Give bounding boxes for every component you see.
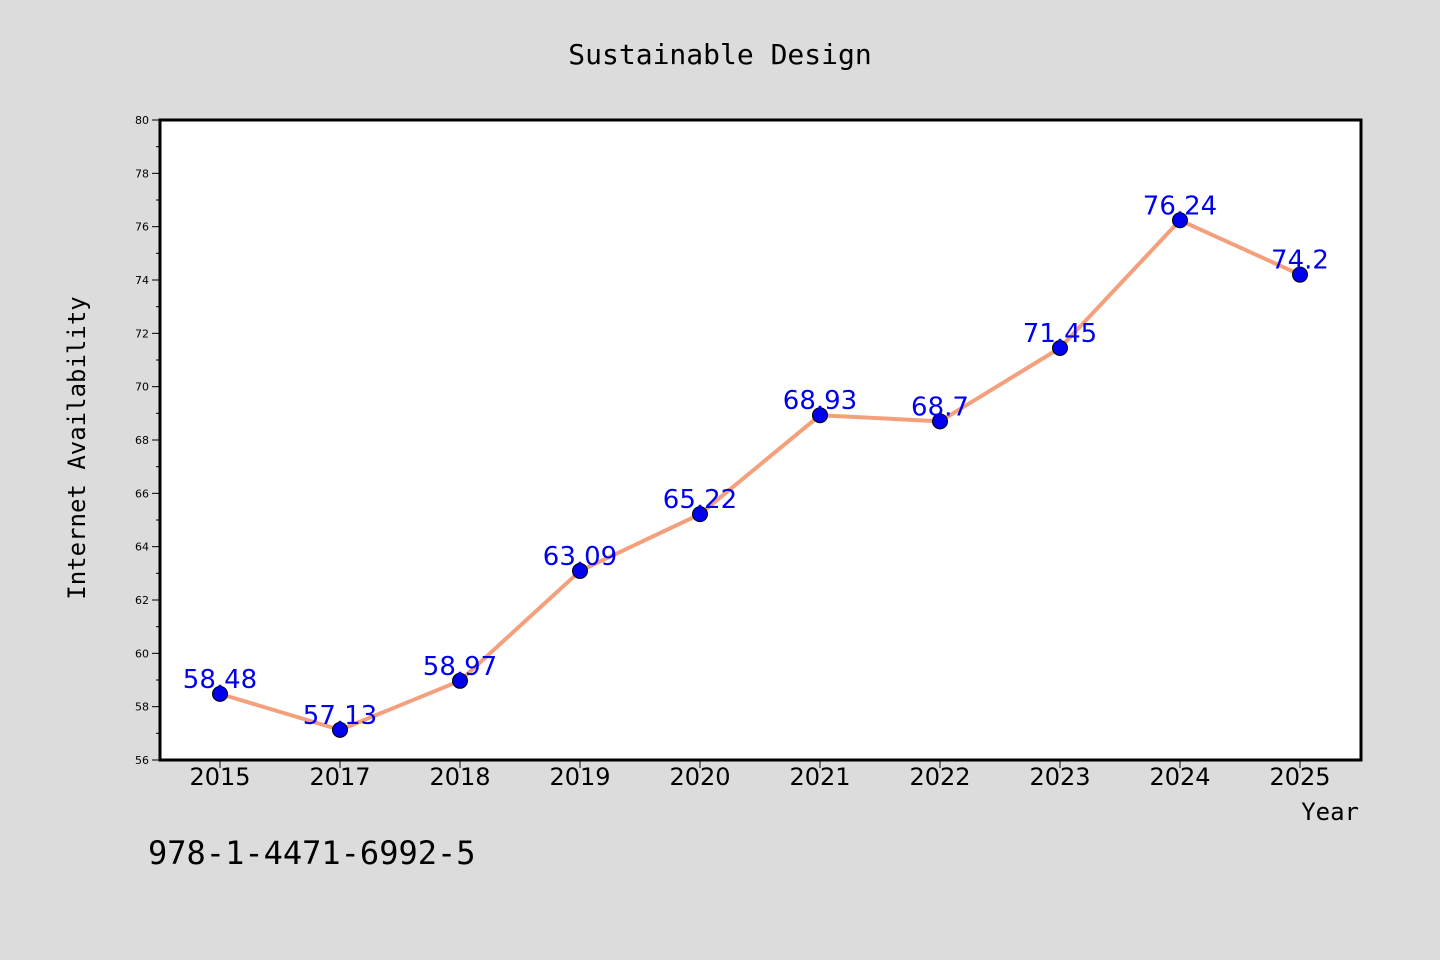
series-line (219, 218, 1301, 732)
y-tick-label: 56 (135, 754, 149, 767)
data-label: 68.7 (911, 392, 969, 422)
data-point (692, 506, 708, 523)
y-axis: 56 58 60 62 64 66 68 70 72 74 76 78 80 (135, 114, 160, 767)
y-tick-label: 78 (135, 167, 149, 180)
data-label: 68.93 (783, 386, 857, 416)
data-labels: 58.48 57.13 58.97 63.09 65.22 68.93 68.7 71.45 7… (183, 191, 1329, 731)
data-label: 76.24 (1143, 191, 1217, 221)
data-point (812, 407, 828, 424)
data-point (1172, 212, 1188, 229)
data-label: 63.09 (543, 542, 617, 572)
data-label: 71.45 (1023, 319, 1097, 349)
data-label: 58.97 (423, 652, 497, 682)
x-tick-label: 2024 (1149, 763, 1210, 791)
y-tick-label: 68 (135, 434, 149, 447)
x-tick-label: 2015 (189, 763, 250, 791)
y-tick-label: 58 (135, 701, 149, 714)
data-point (1052, 340, 1068, 356)
data-label: 58.48 (183, 665, 257, 695)
y-tick-label: 76 (135, 221, 149, 234)
data-point (572, 562, 588, 579)
x-tick-label: 2023 (1029, 763, 1090, 791)
y-tick-label: 74 (135, 274, 149, 287)
x-tick-label: 2021 (789, 763, 850, 791)
x-tick-label: 2017 (309, 763, 370, 791)
data-label: 57.13 (303, 701, 377, 731)
plot-area (158, 118, 1363, 762)
x-tick-label: 2018 (429, 763, 490, 791)
x-tick-label: 2022 (909, 763, 970, 791)
data-point (932, 413, 948, 430)
data-point (212, 685, 228, 702)
data-point (332, 721, 348, 738)
y-tick-label: 64 (135, 541, 149, 554)
x-tick-label: 2019 (549, 763, 610, 791)
y-tick-label: 62 (135, 594, 149, 607)
y-tick-label: 66 (135, 487, 149, 500)
series-markers (212, 212, 1308, 738)
data-point (452, 672, 468, 689)
y-axis-label: Internet Availability (63, 296, 91, 599)
y-tick-label: 72 (135, 327, 149, 340)
data-label: 74.2 (1271, 246, 1329, 276)
x-tick-label: 2020 (669, 763, 730, 791)
x-axis-label: Year (1301, 798, 1359, 826)
y-tick-label: 70 (135, 381, 149, 394)
y-tick-label: 60 (135, 647, 149, 660)
data-label: 65.22 (663, 485, 737, 515)
y-tick-label: 80 (135, 114, 149, 127)
data-point (1292, 266, 1308, 283)
x-axis: 2015 2017 2018 2019 2020 2021 2022 2023 2024 2025 (189, 760, 1331, 791)
chart-title: Sustainable Design (568, 38, 871, 71)
x-tick-label: 2025 (1269, 763, 1330, 791)
footer-isbn: 978-1-4471-6992-5 (148, 834, 476, 872)
